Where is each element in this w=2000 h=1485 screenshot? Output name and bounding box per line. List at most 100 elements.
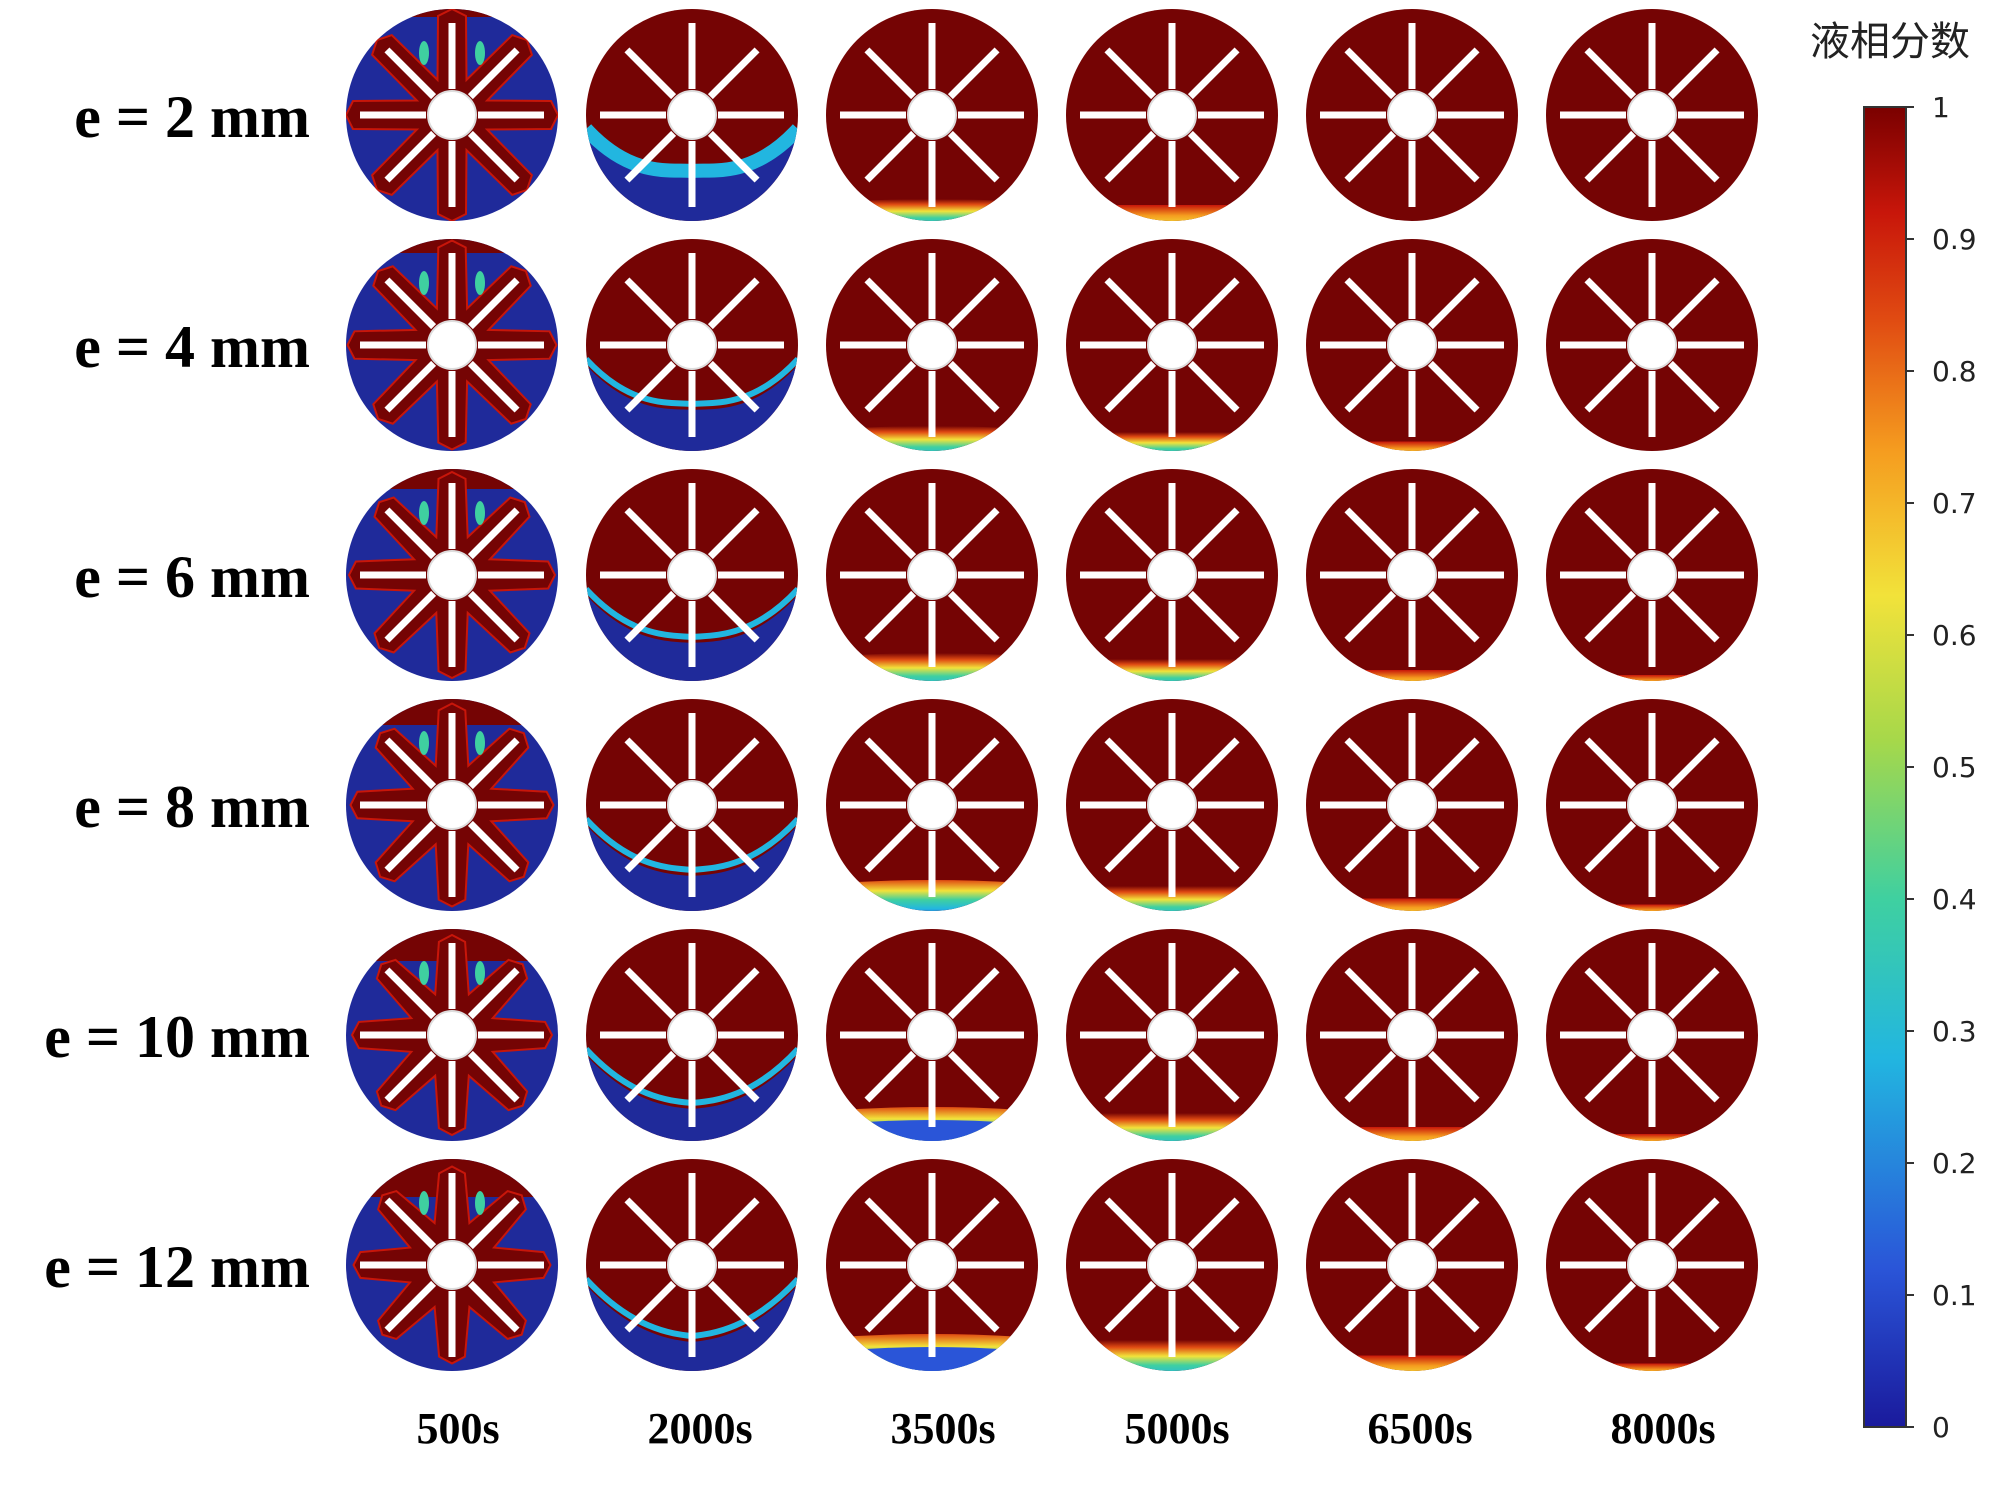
row-label-e6: e = 6 mm <box>74 544 310 610</box>
mushy-zone <box>419 271 429 295</box>
solid-liquid-band <box>1306 441 1518 451</box>
fin-bar <box>1344 590 1397 643</box>
mushy-zone <box>419 1191 429 1215</box>
mushy-zone <box>475 961 485 985</box>
fin-bar <box>1187 360 1240 413</box>
fin-bar <box>864 47 917 100</box>
fin-bar <box>1104 737 1157 790</box>
fin-bar <box>1427 820 1480 873</box>
panel <box>826 239 1038 451</box>
fin-bar <box>1104 1280 1157 1333</box>
fin-bar <box>1104 507 1157 560</box>
panel <box>346 9 558 221</box>
fin-bar <box>707 590 760 643</box>
fin-bar <box>1667 360 1720 413</box>
center-tube <box>427 1010 477 1060</box>
panel <box>1546 699 1758 911</box>
fin-bar <box>707 820 760 873</box>
fin-bar <box>1667 967 1720 1020</box>
fin-bar <box>1584 1280 1637 1333</box>
colorbar-tick-label: 0.3 <box>1932 1015 1977 1048</box>
fin-bar <box>467 277 520 330</box>
fin-bar <box>1104 967 1157 1020</box>
fin-bar <box>467 507 520 560</box>
column-label-6500s: 6500s <box>1367 1404 1472 1453</box>
mushy-zone <box>419 731 429 755</box>
panel <box>586 929 798 1141</box>
solid-liquid-band <box>1546 1134 1758 1141</box>
fin-bar <box>1584 130 1637 183</box>
fin-bar <box>947 130 1000 183</box>
fin-bar <box>1104 47 1157 100</box>
mushy-zone <box>475 731 485 755</box>
fin-bar <box>864 1280 917 1333</box>
center-tube <box>1387 320 1437 370</box>
fin-bar <box>384 130 437 183</box>
fin-bar <box>467 360 520 413</box>
solid-liquid-band <box>1066 205 1278 221</box>
fin-bar <box>1584 360 1637 413</box>
colorbar-tick-label: 0.9 <box>1932 223 1977 256</box>
fin-bar <box>1187 737 1240 790</box>
column-label-8000s: 8000s <box>1610 1404 1715 1453</box>
fin-bar <box>467 967 520 1020</box>
center-tube <box>427 90 477 140</box>
colorbar-tick-label: 0.6 <box>1932 619 1977 652</box>
fin-bar <box>1187 590 1240 643</box>
solid-region <box>586 595 798 681</box>
fin-bar <box>707 130 760 183</box>
center-tube <box>907 1010 957 1060</box>
panel <box>586 1159 798 1371</box>
colorbar-tick-label: 0.7 <box>1932 487 1977 520</box>
center-tube <box>907 550 957 600</box>
center-tube <box>1387 550 1437 600</box>
fin-bar <box>1584 47 1637 100</box>
panel <box>1546 9 1758 221</box>
solid-region <box>586 1285 798 1371</box>
fin-bar <box>1344 820 1397 873</box>
fin-bar <box>1187 130 1240 183</box>
row-label-e4: e = 4 mm <box>74 314 310 380</box>
center-tube <box>1147 90 1197 140</box>
center-tube <box>667 1240 717 1290</box>
center-tube <box>667 1010 717 1060</box>
fin-bar <box>1187 277 1240 330</box>
fin-bar <box>1427 130 1480 183</box>
fin-bar <box>624 1280 677 1333</box>
panel <box>1306 469 1518 681</box>
row-label-e12: e = 12 mm <box>44 1234 310 1300</box>
center-tube <box>667 90 717 140</box>
center-tube <box>427 1240 477 1290</box>
center-tube <box>1147 780 1197 830</box>
panel <box>1066 469 1278 681</box>
fin-bar <box>1344 277 1397 330</box>
panel <box>826 469 1038 681</box>
fin-bar <box>1667 1050 1720 1103</box>
fin-bar <box>1427 360 1480 413</box>
column-label-5000s: 5000s <box>1124 1404 1229 1453</box>
fin-bar <box>1667 590 1720 643</box>
fin-bar <box>947 277 1000 330</box>
fin-bar <box>864 737 917 790</box>
fin-bar <box>947 967 1000 1020</box>
solid-liquid-band <box>1306 670 1518 681</box>
fin-bar <box>707 1050 760 1103</box>
fin-bar <box>384 47 437 100</box>
fin-bar <box>384 360 437 413</box>
fin-bar <box>1344 1050 1397 1103</box>
center-tube <box>667 780 717 830</box>
center-tube <box>1627 1240 1677 1290</box>
fin-bar <box>1187 1197 1240 1250</box>
fin-bar <box>467 130 520 183</box>
fin-bar <box>947 360 1000 413</box>
panel <box>1546 469 1758 681</box>
fin-bar <box>947 507 1000 560</box>
panel <box>346 699 558 911</box>
fin-bar <box>1584 507 1637 560</box>
column-label-2000s: 2000s <box>647 1404 752 1453</box>
center-tube <box>1627 1010 1677 1060</box>
fin-bar <box>1667 277 1720 330</box>
solid-region <box>586 1055 798 1141</box>
panel <box>346 469 558 681</box>
fin-bar <box>1667 820 1720 873</box>
